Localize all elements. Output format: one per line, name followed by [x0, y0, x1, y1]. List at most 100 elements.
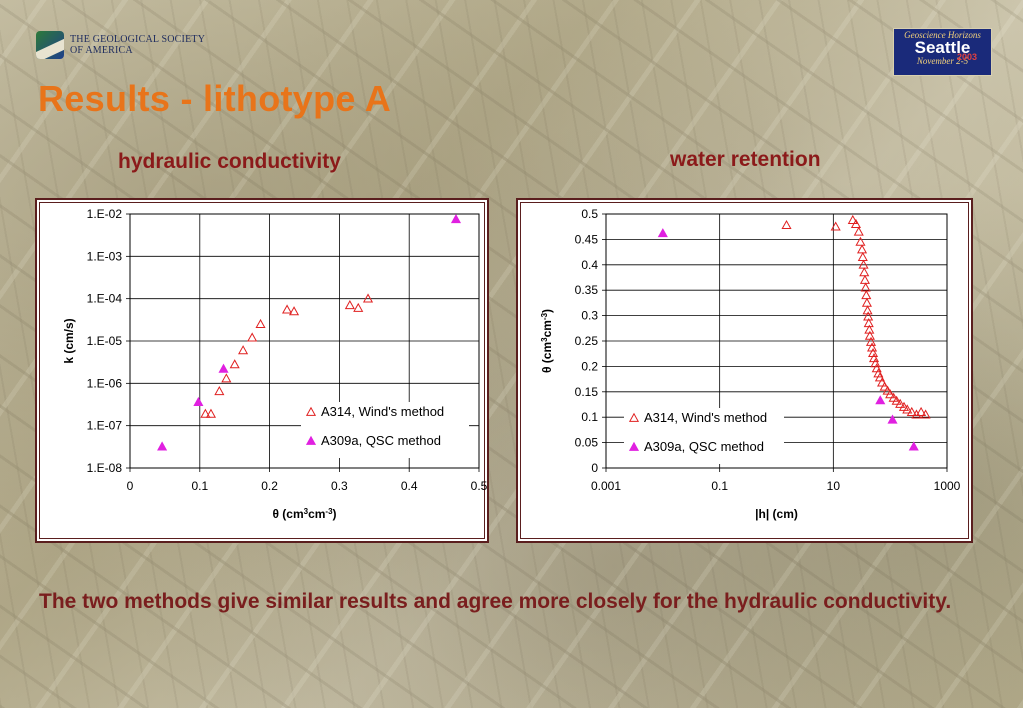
legend-label: A314, Wind's method	[644, 410, 767, 425]
data-point-wind	[861, 290, 872, 300]
data-point-wind	[238, 345, 249, 355]
data-point-wind	[906, 406, 917, 416]
data-point-wind	[344, 299, 355, 310]
data-point-wind	[781, 219, 792, 230]
data-point-qsc	[193, 396, 204, 406]
y-axis-title: k (cm/s)	[62, 318, 76, 363]
data-point-wind	[916, 406, 927, 416]
data-point-wind	[874, 372, 885, 382]
y-tick-label: 0	[591, 461, 598, 475]
legend-marker	[305, 435, 317, 445]
x-tick-label: 0	[127, 479, 134, 493]
data-point-wind	[200, 408, 211, 418]
y-tick-label: 0.3	[581, 309, 598, 323]
data-point-wind	[879, 381, 890, 391]
data-point-wind	[830, 221, 841, 231]
badge-year: 2003	[956, 52, 977, 62]
y-tick-label: 0.25	[575, 334, 599, 348]
data-point-wind	[858, 259, 869, 269]
data-point-wind	[362, 293, 374, 303]
y-tick-label: 1.E-08	[87, 461, 123, 475]
data-point-wind	[221, 373, 232, 383]
data-point-wind	[853, 226, 864, 236]
data-point-wind	[891, 395, 902, 405]
data-point-wind	[205, 408, 217, 418]
retention-chart: 0.5 0.45 0.4 0.35 0.3 0.25 0.2 0.15 0.1 0.05 0 0.00…	[540, 207, 961, 521]
slide-title: Results - lithotype A	[38, 78, 391, 119]
gsa-name-line2: OF AMERICA	[70, 45, 133, 56]
x-tick-label: 0.1	[711, 479, 728, 493]
meeting-badge: Geoscience Horizons Seattle 2003 Novembe…	[893, 28, 992, 76]
y-tick-label: 0.35	[575, 283, 599, 297]
x-tick-label: 0.001	[591, 479, 621, 493]
chart-panel-conductivity: 1.E-02 1.E-03 1.E-04 1.E-05 1.E-06 1.E-07 1.E-…	[35, 198, 489, 543]
data-point-wind	[859, 267, 870, 277]
conductivity-chart: 1.E-02 1.E-03 1.E-04 1.E-05 1.E-06 1.E-07 1.E-…	[62, 207, 488, 522]
y-tick-label: 1.E-02	[87, 207, 123, 221]
badge-theme: Geoscience Horizons	[904, 30, 981, 40]
y-tick-label: 1.E-06	[87, 376, 123, 390]
legend-label: A309a, QSC method	[321, 433, 441, 448]
data-point-wind	[877, 377, 888, 387]
x-tick-label: 1000	[934, 479, 961, 493]
x-axis-title: θ (cm3cm-3)	[272, 507, 336, 522]
data-point-wind	[911, 409, 922, 419]
y-tick-label: 1.E-05	[87, 334, 123, 348]
x-tick-label: 0.4	[401, 479, 418, 493]
data-point-wind	[255, 318, 266, 329]
data-point-wind	[902, 404, 913, 414]
legend-label: A309a, QSC method	[644, 439, 764, 454]
legend-label: A314, Wind's method	[321, 404, 444, 419]
data-point-wind	[282, 304, 293, 314]
x-tick-label: 0.5	[471, 479, 488, 493]
data-point-qsc	[450, 214, 462, 224]
legend-marker	[628, 412, 640, 422]
subtitle-water-retention: water retention	[670, 148, 821, 171]
data-point-qsc	[218, 363, 229, 373]
x-tick-label: 10	[827, 479, 841, 493]
data-point-wind	[855, 236, 866, 246]
data-point-wind	[847, 214, 858, 224]
badge-city: Seattle	[914, 38, 971, 57]
data-point-qsc	[908, 441, 919, 451]
data-point-wind	[885, 389, 896, 399]
data-point-wind	[229, 359, 240, 369]
legend-marker	[628, 441, 640, 451]
y-tick-label: 1.E-03	[87, 249, 123, 263]
data-point-wind	[860, 282, 871, 292]
y-tick-label: 0.05	[575, 436, 599, 450]
data-point-qsc	[875, 395, 886, 405]
legend-box	[624, 408, 784, 464]
data-point-qsc	[887, 414, 898, 424]
y-tick-label: 0.5	[581, 207, 598, 221]
y-axis-title: θ (cm3cm-3)	[540, 309, 555, 373]
data-point-wind	[247, 332, 258, 342]
x-tick-label: 0.1	[191, 479, 208, 493]
gsa-header: THE GEOLOGICAL SOCIETY OF AMERICA	[36, 31, 205, 59]
data-point-wind	[861, 297, 872, 307]
data-point-wind	[859, 274, 870, 284]
y-tick-label: 0.1	[581, 410, 598, 424]
slide-caption: The two methods give similar results and…	[39, 590, 952, 613]
chart-panel-retention: 0.5 0.45 0.4 0.35 0.3 0.25 0.2 0.15 0.1 0.05 0 0.00…	[516, 198, 973, 543]
y-tick-label: 1.E-04	[87, 292, 123, 306]
x-tick-label: 0.2	[261, 479, 278, 493]
subtitle-hydraulic-conductivity: hydraulic conductivity	[118, 150, 341, 173]
x-axis-title: |h| (cm)	[755, 507, 798, 521]
y-tick-label: 1.E-07	[87, 419, 123, 433]
data-point-wind	[850, 218, 861, 229]
data-point-qsc	[157, 441, 168, 451]
data-point-wind	[920, 409, 931, 419]
gsa-logo	[36, 31, 64, 59]
data-point-qsc	[657, 228, 668, 238]
data-point-wind	[288, 306, 300, 316]
gsa-name-line1: THE GEOLOGICAL SOCIETY	[70, 34, 206, 45]
data-point-wind	[857, 251, 868, 262]
badge-dates: November 2-5	[916, 56, 969, 66]
legend-marker	[305, 406, 317, 416]
y-tick-label: 0.2	[581, 359, 598, 373]
y-tick-label: 0.15	[575, 385, 599, 399]
y-tick-label: 0.45	[575, 232, 599, 246]
y-tick-label: 0.4	[581, 258, 598, 272]
data-point-wind	[214, 386, 225, 396]
